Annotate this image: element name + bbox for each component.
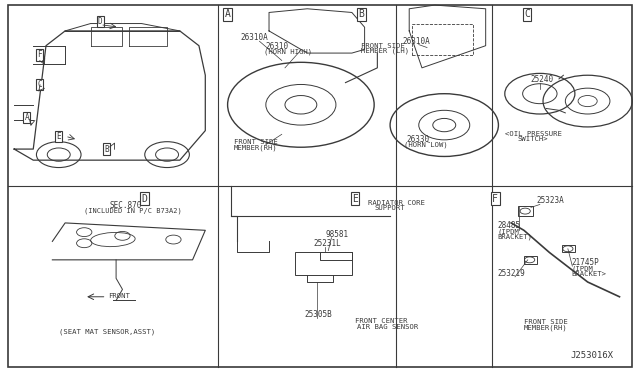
Text: SWITCH>: SWITCH>: [518, 136, 548, 142]
Text: FRONT SIDE: FRONT SIDE: [362, 42, 405, 48]
Text: J253016X: J253016X: [570, 350, 613, 359]
Text: SUPPORT: SUPPORT: [374, 205, 404, 211]
Text: F: F: [37, 51, 42, 60]
Text: 26310A: 26310A: [241, 33, 268, 42]
Text: 25240: 25240: [531, 75, 554, 84]
Text: 26310A: 26310A: [403, 37, 431, 46]
Text: E: E: [56, 132, 61, 141]
Text: (IPDM: (IPDM: [572, 266, 593, 272]
Text: SEC.870: SEC.870: [109, 201, 142, 210]
Text: FRONT: FRONT: [108, 292, 131, 298]
Text: AIR BAG SENSOR: AIR BAG SENSOR: [357, 324, 418, 330]
Text: FRONT SIDE: FRONT SIDE: [524, 320, 568, 326]
Text: 98581: 98581: [326, 230, 349, 238]
Text: (INCLUDED IN P/C B73A2): (INCLUDED IN P/C B73A2): [84, 208, 182, 214]
Bar: [518, 206, 534, 215]
Text: 26330: 26330: [406, 135, 430, 144]
Text: <OIL PRESSURE: <OIL PRESSURE: [505, 131, 562, 137]
Text: A: A: [24, 113, 29, 122]
Text: (HORN LOW): (HORN LOW): [404, 142, 448, 148]
Text: 25305B: 25305B: [305, 310, 332, 319]
Text: 25231L: 25231L: [314, 239, 341, 248]
Text: 25323A: 25323A: [537, 196, 564, 205]
Text: E: E: [352, 194, 358, 204]
Text: C: C: [524, 9, 530, 19]
Bar: [524, 256, 537, 263]
Text: BRACKET>: BRACKET>: [572, 271, 607, 277]
Text: RADIATOR CORE: RADIATOR CORE: [369, 200, 426, 206]
Text: BRACKET): BRACKET): [498, 234, 532, 240]
Text: MEMBER(RH): MEMBER(RH): [234, 144, 278, 151]
Text: 253219: 253219: [498, 269, 525, 279]
Text: MEMBER(RH): MEMBER(RH): [524, 325, 568, 331]
Text: 26310: 26310: [266, 42, 289, 51]
Text: (IPDM: (IPDM: [498, 229, 520, 235]
Bar: [412, 23, 473, 55]
Text: F: F: [492, 194, 498, 204]
Text: (SEAT MAT SENSOR,ASST): (SEAT MAT SENSOR,ASST): [59, 329, 155, 335]
Text: B: B: [358, 9, 364, 19]
Text: 21745P: 21745P: [572, 259, 600, 267]
Text: B: B: [104, 145, 109, 154]
Bar: [294, 253, 352, 275]
Text: D: D: [98, 17, 102, 26]
Text: D: D: [142, 194, 148, 204]
Text: FRONT CENTER: FRONT CENTER: [355, 318, 408, 324]
Text: MEMBER (LH): MEMBER (LH): [362, 48, 410, 54]
Text: A: A: [225, 9, 230, 19]
Text: FRONT SIDE: FRONT SIDE: [234, 138, 278, 145]
Text: C: C: [37, 80, 42, 89]
Text: 28485: 28485: [498, 221, 521, 231]
Text: (HORN HIGH): (HORN HIGH): [264, 49, 312, 55]
Bar: [562, 245, 575, 253]
